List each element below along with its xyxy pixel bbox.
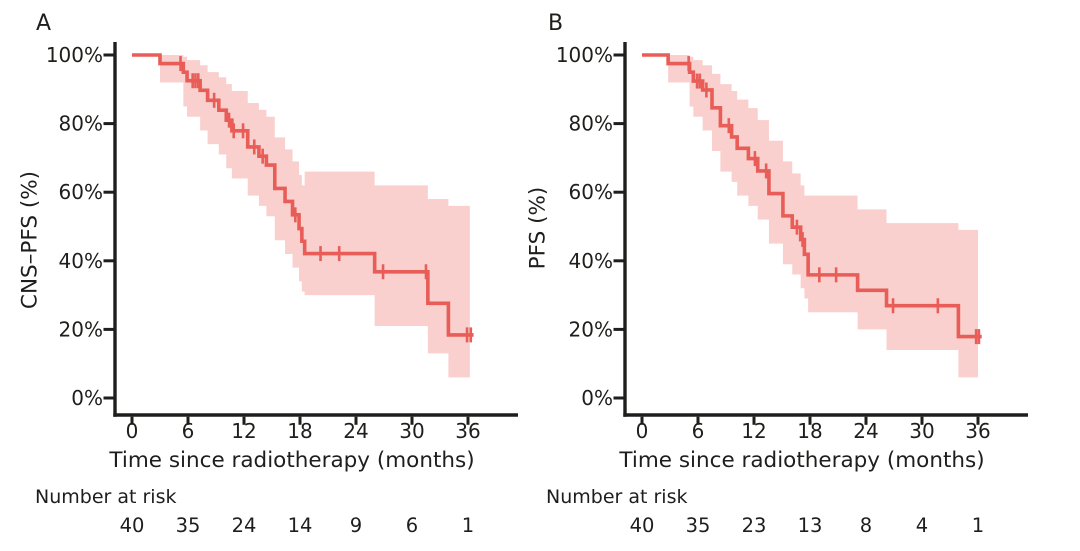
x-tick-label: 36 xyxy=(455,419,480,443)
y-tick-label: 0% xyxy=(581,386,613,410)
panel-b-risk-caption: Number at risk xyxy=(546,486,688,508)
y-tick-label: 20% xyxy=(59,317,103,341)
risk-count: 4 xyxy=(916,514,928,537)
confidence-band xyxy=(159,55,470,378)
risk-count: 9 xyxy=(350,514,362,537)
x-tick-label: 30 xyxy=(399,419,424,443)
panel-a-x-axis-title: Time since radiotherapy (months) xyxy=(109,448,475,473)
risk-count: 35 xyxy=(176,514,201,537)
risk-count: 1 xyxy=(462,514,474,537)
risk-count: 14 xyxy=(288,514,313,537)
x-tick-label: 24 xyxy=(853,419,878,443)
y-tick-label: 40% xyxy=(569,249,613,273)
risk-count: 23 xyxy=(742,514,767,537)
x-tick-label: 0 xyxy=(636,419,649,443)
x-tick-label: 18 xyxy=(797,419,822,443)
y-tick-label: 20% xyxy=(569,317,613,341)
x-tick-label: 36 xyxy=(965,419,990,443)
risk-count: 24 xyxy=(232,514,257,537)
y-tick-label: 100% xyxy=(556,43,613,67)
x-tick-label: 0 xyxy=(126,419,139,443)
confidence-band xyxy=(668,55,978,378)
y-tick-label: 100% xyxy=(46,43,103,67)
km-panel-b: 0% 20% 40% 60% 80% 100% 0 6 12 18 24 30 36 40 35 23 13 8 4… xyxy=(556,42,1028,537)
risk-count: 40 xyxy=(630,514,655,537)
x-tick-label: 18 xyxy=(287,419,312,443)
y-tick-label: 40% xyxy=(59,249,103,273)
risk-count: 35 xyxy=(686,514,711,537)
risk-count: 8 xyxy=(860,514,872,537)
y-tick-label: 80% xyxy=(569,112,613,136)
y-tick-label: 80% xyxy=(59,112,103,136)
y-tick-label: 0% xyxy=(71,386,103,410)
panel-b-y-axis-title: PFS (%) xyxy=(525,186,551,270)
x-tick-label: 6 xyxy=(692,419,705,443)
x-tick-label: 12 xyxy=(741,419,766,443)
x-tick-label: 24 xyxy=(343,419,368,443)
panel-a-risk-caption: Number at risk xyxy=(35,486,177,508)
km-panel-a: 0% 20% 40% 60% 80% 100% 0 6 12 18 24 30 36 40 35 24 14 9 6… xyxy=(46,42,518,537)
panel-a-letter: A xyxy=(36,11,52,36)
x-tick-label: 30 xyxy=(909,419,934,443)
risk-count: 40 xyxy=(120,514,145,537)
risk-count: 1 xyxy=(972,514,984,537)
y-tick-label: 60% xyxy=(569,180,613,204)
risk-count: 6 xyxy=(406,514,418,537)
panel-b-letter: B xyxy=(548,11,564,36)
panel-a-y-axis-title: CNS–PFS (%) xyxy=(17,170,43,310)
y-tick-label: 60% xyxy=(59,180,103,204)
panel-b-x-axis-title: Time since radiotherapy (months) xyxy=(619,448,985,473)
x-tick-label: 12 xyxy=(231,419,256,443)
x-tick-label: 6 xyxy=(182,419,195,443)
risk-count: 13 xyxy=(798,514,823,537)
